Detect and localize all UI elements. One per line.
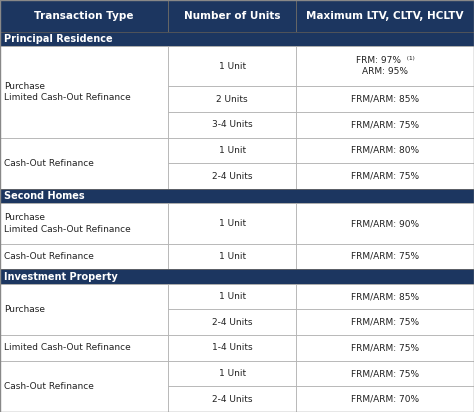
Text: Number of Units: Number of Units — [184, 11, 281, 21]
Bar — [0, 335, 168, 361]
Bar — [168, 87, 296, 112]
Text: 2-4 Units: 2-4 Units — [212, 318, 253, 327]
Text: FRM/ARM: 70%: FRM/ARM: 70% — [351, 395, 419, 404]
Bar — [296, 0, 474, 32]
Bar — [0, 243, 168, 269]
Text: FRM/ARM: 85%: FRM/ARM: 85% — [351, 292, 419, 301]
Bar — [168, 243, 296, 269]
Text: FRM/ARM: 80%: FRM/ARM: 80% — [351, 146, 419, 155]
Bar — [296, 335, 474, 361]
Text: Principal Residence: Principal Residence — [4, 34, 112, 44]
Bar — [168, 361, 296, 386]
Bar — [0, 0, 168, 32]
Bar — [0, 138, 168, 189]
Text: FRM: 97%  ⁽¹⁾
ARM: 95%: FRM: 97% ⁽¹⁾ ARM: 95% — [356, 56, 414, 77]
Bar — [0, 284, 168, 335]
Text: 1 Unit: 1 Unit — [219, 219, 246, 228]
Bar — [296, 361, 474, 386]
Text: 1 Unit: 1 Unit — [219, 62, 246, 71]
Bar — [168, 163, 296, 189]
Bar — [296, 386, 474, 412]
Bar — [168, 46, 296, 87]
Text: 3-4 Units: 3-4 Units — [212, 120, 253, 129]
Text: 1-4 Units: 1-4 Units — [212, 343, 253, 352]
Bar — [296, 243, 474, 269]
Bar — [0, 32, 474, 46]
Text: Cash-Out Refinance: Cash-Out Refinance — [4, 252, 94, 261]
Text: FRM/ARM: 75%: FRM/ARM: 75% — [351, 369, 419, 378]
Text: 2-4 Units: 2-4 Units — [212, 171, 253, 180]
Bar — [296, 87, 474, 112]
Text: FRM/ARM: 75%: FRM/ARM: 75% — [351, 343, 419, 352]
Text: FRM/ARM: 75%: FRM/ARM: 75% — [351, 171, 419, 180]
Text: Cash-Out Refinance: Cash-Out Refinance — [4, 159, 94, 168]
Bar — [0, 269, 474, 284]
Text: FRM/ARM: 75%: FRM/ARM: 75% — [351, 120, 419, 129]
Text: 2 Units: 2 Units — [217, 95, 248, 104]
Text: FRM/ARM: 75%: FRM/ARM: 75% — [351, 318, 419, 327]
Bar — [296, 204, 474, 243]
Bar — [168, 309, 296, 335]
Bar — [168, 0, 296, 32]
Text: Purchase
Limited Cash-Out Refinance: Purchase Limited Cash-Out Refinance — [4, 82, 130, 102]
Text: 1 Unit: 1 Unit — [219, 252, 246, 261]
Text: 1 Unit: 1 Unit — [219, 292, 246, 301]
Text: Investment Property: Investment Property — [4, 272, 118, 281]
Text: Purchase
Limited Cash-Out Refinance: Purchase Limited Cash-Out Refinance — [4, 213, 130, 234]
Text: 1 Unit: 1 Unit — [219, 146, 246, 155]
Text: 2-4 Units: 2-4 Units — [212, 395, 253, 404]
Bar — [168, 138, 296, 163]
Bar — [168, 112, 296, 138]
Text: Transaction Type: Transaction Type — [35, 11, 134, 21]
Text: Purchase: Purchase — [4, 305, 45, 314]
Bar — [296, 46, 474, 87]
Bar — [296, 112, 474, 138]
Bar — [296, 309, 474, 335]
Text: FRM/ARM: 85%: FRM/ARM: 85% — [351, 95, 419, 104]
Text: FRM/ARM: 90%: FRM/ARM: 90% — [351, 219, 419, 228]
Bar — [0, 361, 168, 412]
Text: 1 Unit: 1 Unit — [219, 369, 246, 378]
Bar — [0, 204, 168, 243]
Text: Maximum LTV, CLTV, HCLTV: Maximum LTV, CLTV, HCLTV — [306, 11, 464, 21]
Bar — [296, 138, 474, 163]
Bar — [0, 189, 474, 204]
Bar — [168, 204, 296, 243]
Bar — [168, 386, 296, 412]
Text: Limited Cash-Out Refinance: Limited Cash-Out Refinance — [4, 343, 130, 352]
Bar — [0, 46, 168, 138]
Bar — [296, 163, 474, 189]
Text: FRM/ARM: 75%: FRM/ARM: 75% — [351, 252, 419, 261]
Bar — [296, 284, 474, 309]
Text: Second Homes: Second Homes — [4, 191, 84, 201]
Bar — [168, 335, 296, 361]
Bar — [168, 284, 296, 309]
Text: Cash-Out Refinance: Cash-Out Refinance — [4, 382, 94, 391]
